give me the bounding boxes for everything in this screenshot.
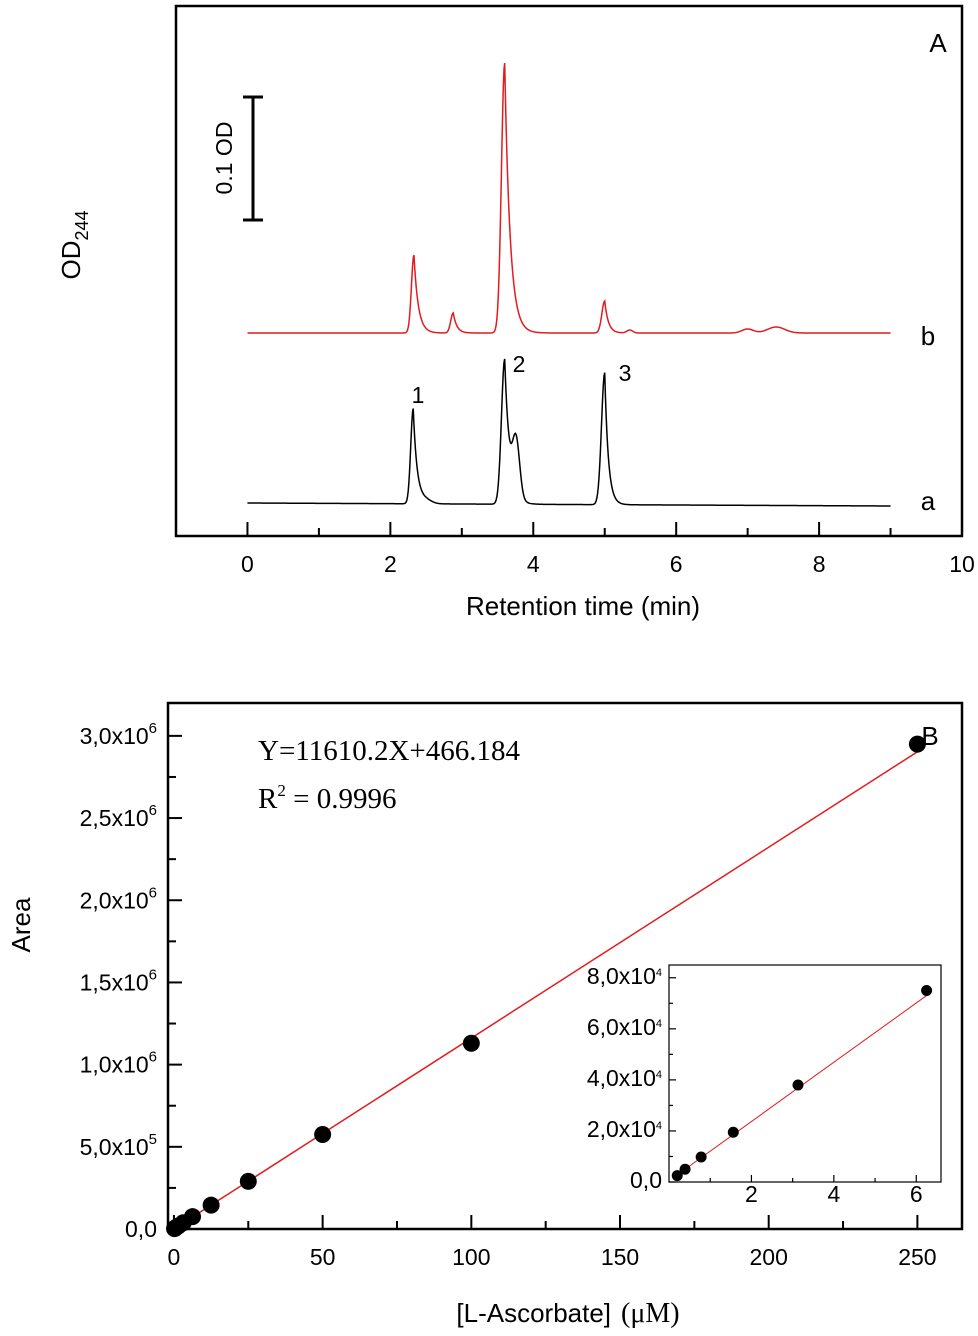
inset-points [671,985,933,1182]
panel-b-x-label-main: [L-Ascorbate] [456,1298,611,1328]
data-point [239,1172,257,1190]
od-scale-bar [243,95,263,222]
panel-b-calibration: 0 50 100 150 200 250 0,0 5,0x105 1,0x106 1,5x106 2… [6,701,964,1329]
inset-y-tick-label: 8,0x104 [587,963,662,989]
y-tick-label: 2,5x106 [80,802,157,831]
inset-data-point [921,985,933,997]
inset-data-point [727,1126,739,1138]
panel-b-y-label: Area [6,897,36,952]
panel-a-frame [174,4,964,538]
x-tick-label: 50 [310,1244,336,1270]
trace-b-label: b [921,321,935,351]
inset-y-tick-label: 4,0x104 [587,1065,662,1091]
inset-y-tick-label: 0,0 [630,1167,662,1193]
x-tick-label: 0 [168,1244,181,1270]
inset-y-tick-label: 6,0x104 [587,1014,662,1040]
x-tick-label: 2 [384,551,397,577]
trace-b-line [247,62,891,334]
panel-b-x-label: [L-Ascorbate] (μM) [456,1298,679,1329]
regression-line [173,747,924,1230]
inset-data-point [671,1170,683,1182]
data-point [202,1196,220,1214]
scale-bar-label: 0.1 OD [211,122,237,195]
data-point [314,1125,332,1143]
panel-a-y-label-sub: 244 [72,210,92,240]
panel-b-points [166,735,926,1238]
inset-x-tick-label: 6 [910,1181,923,1207]
x-tick-label: 0 [241,551,254,577]
panel-a-x-label: Retention time (min) [466,591,700,621]
r-squared-sup: 2 [277,781,286,800]
panel-b-frame [166,701,964,1231]
r-squared-prefix: R [258,783,278,815]
x-tick-label: 250 [898,1244,936,1270]
x-tick-label: 10 [949,551,975,577]
inset-x-tick-label: 4 [827,1181,840,1207]
x-tick-label: 6 [670,551,683,577]
x-tick-label: 4 [527,551,540,577]
panel-a-curves [247,62,891,507]
inset-frame [668,964,942,1183]
inset-data-point [695,1151,707,1163]
peak-label-2: 2 [513,351,526,377]
inset-x-tick-label: 2 [745,1181,758,1207]
x-tick-label: 8 [813,551,826,577]
r-squared: R2 = 0.9996 [258,781,396,815]
y-tick-label: 1,0x106 [80,1049,157,1078]
panel-a-chromatogram: 0 2 4 6 8 10 A 0.1 OD OD244 Retention time (m… [56,4,975,621]
y-tick-label: 2,0x106 [80,884,157,913]
panel-b-ticks: 0 50 100 150 200 250 0,0 5,0x105 1,0x106 1,5x106 2… [80,720,937,1270]
y-tick-label: 5,0x105 [80,1131,157,1160]
y-tick-label: 1,5x106 [80,966,157,995]
data-point [462,1034,480,1052]
inset-ticks: 2 4 6 0,0 2,0x104 4,0x104 6,0x104 8,0x104 [587,963,923,1207]
x-tick-label: 150 [601,1244,639,1270]
panel-b-letter: B [921,721,938,751]
data-point [184,1208,202,1226]
x-tick-label: 100 [452,1244,490,1270]
panel-a-letter: A [929,28,947,58]
inset-data-point [792,1079,804,1091]
data-point [908,735,926,753]
x-tick-label: 200 [750,1244,788,1270]
panel-a-y-label-main: OD [56,241,86,280]
inset-y-tick-label: 2,0x104 [587,1116,662,1142]
trace-a-label: a [921,486,936,516]
y-tick-label: 0,0 [125,1216,157,1242]
inset-plot: 2 4 6 0,0 2,0x104 4,0x104 6,0x104 8,0x104 [587,963,942,1207]
r-squared-value: = 0.9996 [286,783,397,815]
peak-label-3: 3 [619,360,632,386]
panel-b-x-label-unit: (μM) [621,1298,680,1329]
inset-data-point [679,1163,691,1175]
peak-label-1: 1 [412,382,425,408]
panel-a-y-label: OD244 [56,210,92,279]
regression-equation: Y=11610.2X+466.184 [258,735,521,767]
y-tick-label: 3,0x106 [80,720,157,749]
panel-a-x-ticks: 0 2 4 6 8 10 [241,522,975,577]
trace-a-line [247,358,891,507]
